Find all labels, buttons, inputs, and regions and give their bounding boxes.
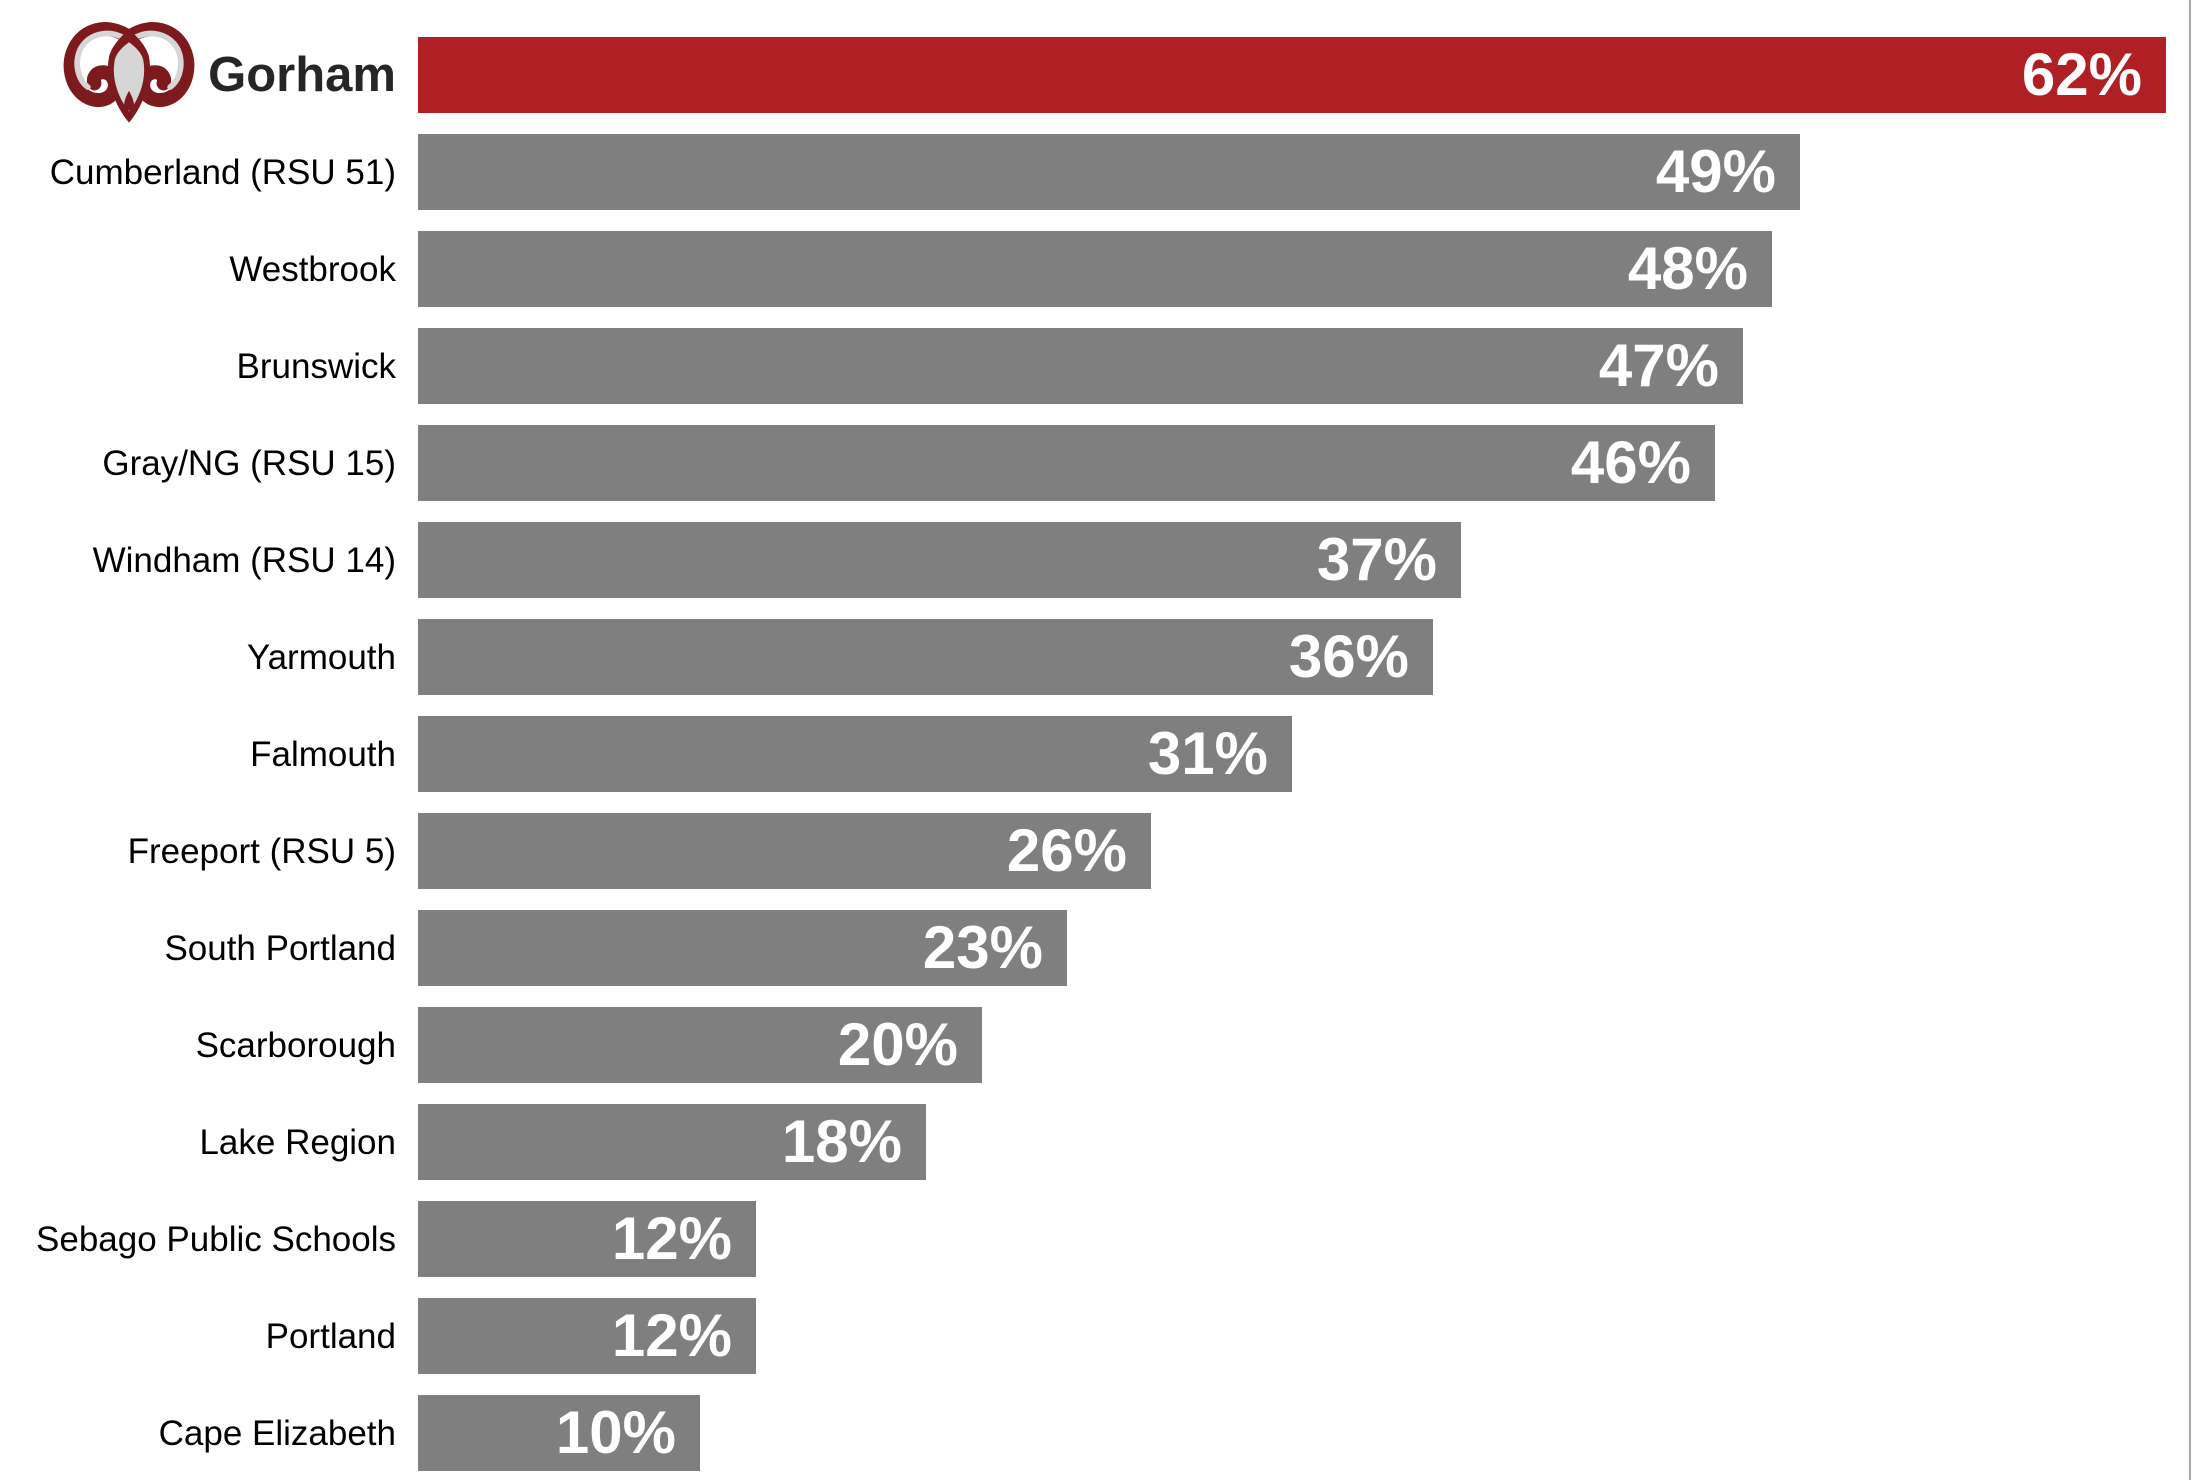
bar-row: Falmouth 31%	[0, 716, 2193, 792]
bar-row: Yarmouth 36%	[0, 619, 2193, 695]
value-label: 48%	[1627, 235, 1748, 302]
category-label-cell: Cumberland (RSU 51)	[0, 155, 418, 190]
value-label: 26%	[1006, 817, 1127, 884]
bar: 20%	[418, 1007, 982, 1083]
value-label: 36%	[1288, 623, 1409, 690]
category-label: Yarmouth	[246, 637, 396, 677]
category-label-cell: Portland	[0, 1319, 418, 1354]
category-label-cell: Yarmouth	[0, 640, 418, 675]
category-label: Cumberland (RSU 51)	[49, 152, 396, 192]
bar: 46%	[418, 425, 1715, 501]
value-label: 18%	[781, 1108, 902, 1175]
value-label: 12%	[611, 1302, 732, 1369]
value-label: 23%	[922, 914, 1043, 981]
bar-row: Lake Region 18%	[0, 1104, 2193, 1180]
bar-row: Sebago Public Schools 12%	[0, 1201, 2193, 1277]
category-label: Brunswick	[236, 346, 396, 386]
value-label: 62%	[2021, 41, 2142, 108]
bar: 37%	[418, 522, 1461, 598]
bar: 48%	[418, 231, 1772, 307]
category-label: Gorham	[208, 47, 396, 102]
ram-head-logo-icon	[63, 22, 195, 123]
bar: 62%	[418, 37, 2166, 113]
category-label: Windham (RSU 14)	[92, 540, 396, 580]
category-label-cell: Westbrook	[0, 252, 418, 287]
category-label: South Portland	[164, 928, 396, 968]
category-label-cell: South Portland	[0, 931, 418, 966]
bar: 10%	[418, 1395, 700, 1471]
value-label: 20%	[837, 1011, 958, 1078]
category-label-cell: Windham (RSU 14)	[0, 543, 418, 578]
bar-row: South Portland 23%	[0, 910, 2193, 986]
bar: 31%	[418, 716, 1292, 792]
value-label: 47%	[1598, 332, 1719, 399]
bar-row: Cumberland (RSU 51) 49%	[0, 134, 2193, 210]
bar: 12%	[418, 1201, 756, 1277]
bar-row: Westbrook 48%	[0, 231, 2193, 307]
bar: 23%	[418, 910, 1067, 986]
bar-row: Cape Elizabeth 10%	[0, 1395, 2193, 1471]
category-label-cell: Gorham	[0, 22, 418, 123]
bar: 12%	[418, 1298, 756, 1374]
category-label-cell: Falmouth	[0, 737, 418, 772]
value-label: 37%	[1316, 526, 1437, 593]
category-label-cell: Lake Region	[0, 1125, 418, 1160]
bar: 36%	[418, 619, 1433, 695]
value-label: 46%	[1570, 429, 1691, 496]
category-label-cell: Gray/NG (RSU 15)	[0, 446, 418, 481]
bar-rows: Gorham 62% Cumberland (RSU 51) 49% Westb…	[0, 22, 2193, 1480]
bar-row-highlight: Gorham 62%	[0, 22, 2193, 123]
category-label: Freeport (RSU 5)	[127, 831, 396, 871]
category-label: Sebago Public Schools	[36, 1219, 396, 1259]
category-label-cell: Cape Elizabeth	[0, 1416, 418, 1451]
category-label-cell: Brunswick	[0, 349, 418, 384]
bar-row: Portland 12%	[0, 1298, 2193, 1374]
category-label: Cape Elizabeth	[158, 1413, 396, 1453]
value-label: 12%	[611, 1205, 732, 1272]
bar-row: Brunswick 47%	[0, 328, 2193, 404]
bar: 18%	[418, 1104, 926, 1180]
category-label: Westbrook	[229, 249, 396, 289]
chart-right-border	[2189, 0, 2191, 1480]
bar: 49%	[418, 134, 1800, 210]
category-label: Gray/NG (RSU 15)	[102, 443, 396, 483]
value-label: 10%	[555, 1399, 676, 1466]
category-label-cell: Scarborough	[0, 1028, 418, 1063]
category-label-cell: Sebago Public Schools	[0, 1222, 418, 1257]
category-label: Lake Region	[199, 1122, 396, 1162]
bar: 47%	[418, 328, 1743, 404]
bar-row: Windham (RSU 14) 37%	[0, 522, 2193, 598]
bar-row: Gray/NG (RSU 15) 46%	[0, 425, 2193, 501]
value-label: 31%	[1147, 720, 1268, 787]
category-label: Falmouth	[250, 734, 396, 774]
bar-row: Scarborough 20%	[0, 1007, 2193, 1083]
bar-row: Freeport (RSU 5) 26%	[0, 813, 2193, 889]
bar: 26%	[418, 813, 1151, 889]
category-label-cell: Freeport (RSU 5)	[0, 834, 418, 869]
value-label: 49%	[1655, 138, 1776, 205]
category-label: Portland	[265, 1316, 396, 1356]
category-label: Scarborough	[195, 1025, 396, 1065]
